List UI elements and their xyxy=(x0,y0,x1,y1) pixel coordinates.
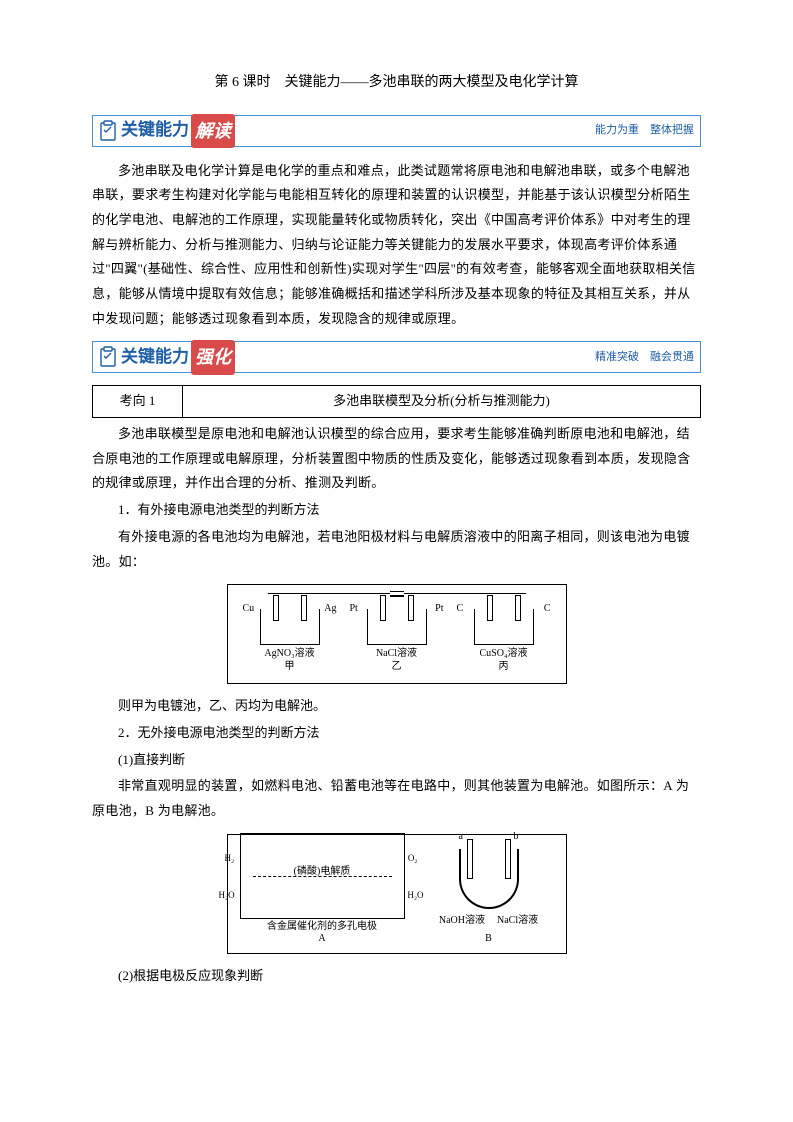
utube-top-b: b xyxy=(514,827,519,846)
beaker-icon: Pt Pt xyxy=(367,609,427,645)
sec2-heading: 2．无外接电源电池类型的判断方法 xyxy=(92,721,701,746)
fuel-h2o-left: H₂O xyxy=(219,887,235,904)
beaker-icon: Cu Ag xyxy=(260,609,320,645)
fuel-caption: 含金属催化剂的多孔电极 A xyxy=(267,921,377,945)
figure1-wrapper: Cu Ag AgNO₃溶液 甲 Pt Pt NaCl溶液 乙 xyxy=(92,584,701,684)
table-row: 考向 1 多池串联模型及分析(分析与推测能力) xyxy=(93,386,701,418)
header1-action: 解读 xyxy=(191,114,235,148)
header-box-strengthen: 关键能力 强化 精准突破 融会贯通 xyxy=(92,341,701,373)
header2-prefix: 关键能力 xyxy=(121,341,189,373)
header1-prefix: 关键能力 xyxy=(121,114,189,146)
electrode-right-0: Ag xyxy=(324,599,336,618)
figure1-cells: Cu Ag AgNO₃溶液 甲 Pt Pt NaCl溶液 乙 xyxy=(240,609,554,673)
intro-paragraph: 多池串联及电化学计算是电化学的重点和难点，此类试题常将原电池和电解池串联，或多个… xyxy=(92,159,701,332)
utube-right-label: NaCl溶液 xyxy=(497,911,538,930)
sec1-heading: 1．有外接电源电池类型的判断方法 xyxy=(92,498,701,523)
solution-label-1: NaCl溶液 乙 xyxy=(376,647,417,673)
figure1-cell-0: Cu Ag AgNO₃溶液 甲 xyxy=(240,609,340,673)
utube-caption: B xyxy=(485,932,492,945)
topic-table: 考向 1 多池串联模型及分析(分析与推测能力) xyxy=(92,385,701,418)
electrode-left-2: C xyxy=(457,599,464,618)
header1-sub: 能力为重 整体把握 xyxy=(595,120,694,141)
clipboard-icon xyxy=(99,346,117,368)
electrode-right-1: Pt xyxy=(435,599,443,618)
figure2-wrapper: H₂ O₂ H₂O H₂O (磷酸)电解质 含金属催化剂的多孔电极 A a b xyxy=(92,834,701,954)
electrode-left-1: Pt xyxy=(350,599,358,618)
section-intro: 多池串联模型是原电池和电解池认识模型的综合应用，要求考生能够准确判断原电池和电解… xyxy=(92,422,701,496)
sol0-l2: 甲 xyxy=(264,660,314,673)
sec2-sub2-label: (2)根据电极反应现象判断 xyxy=(92,964,701,989)
sol2-l2: 丙 xyxy=(480,660,528,673)
sol1-l1: NaCl溶液 xyxy=(376,647,417,660)
sec1-conclusion: 则甲为电镀池，乙、丙均为电解池。 xyxy=(92,694,701,719)
utube-top-a: a xyxy=(459,827,463,846)
sec2-sub1-text: 非常直观明显的装置，如燃料电池、铅蓄电池等在电路中，则其他装置为电解池。如图所示… xyxy=(92,774,701,823)
header2-sub: 精准突破 融会贯通 xyxy=(595,347,694,368)
utube-block: a b NaOH溶液 NaCl溶液 B xyxy=(424,849,554,945)
fuel-h2o-right: H₂O xyxy=(407,887,423,904)
solution-label-0: AgNO₃溶液 甲 xyxy=(264,647,314,673)
topic-left-cell: 考向 1 xyxy=(93,386,183,418)
topic-right-cell: 多池串联模型及分析(分析与推测能力) xyxy=(183,386,701,418)
utube-left-label: NaOH溶液 xyxy=(439,911,485,930)
fuel-h2: H₂ xyxy=(225,850,235,867)
fuel-caption-l2: A xyxy=(267,933,377,945)
figure2: H₂ O₂ H₂O H₂O (磷酸)电解质 含金属催化剂的多孔电极 A a b xyxy=(227,834,567,954)
fuel-caption-l1: 含金属催化剂的多孔电极 xyxy=(267,921,377,933)
solution-label-2: CuSO₄溶液 丙 xyxy=(480,647,528,673)
sec1-p1: 有外接电源的各电池均为电解池，若电池阳极材料与电解质溶液中的阳离子相同，则该电池… xyxy=(92,525,701,574)
fuel-cell-icon: H₂ O₂ H₂O H₂O (磷酸)电解质 xyxy=(240,833,405,919)
figure1-cell-1: Pt Pt NaCl溶液 乙 xyxy=(347,609,447,673)
sol0-l1: AgNO₃溶液 xyxy=(264,647,314,660)
figure1: Cu Ag AgNO₃溶液 甲 Pt Pt NaCl溶液 乙 xyxy=(227,584,567,684)
utube-labels: NaOH溶液 NaCl溶液 xyxy=(439,911,538,930)
clipboard-icon xyxy=(99,120,117,142)
figure1-cell-2: C C CuSO₄溶液 丙 xyxy=(454,609,554,673)
header-box-interpret: 关键能力 解读 能力为重 整体把握 xyxy=(92,115,701,147)
fuel-cell-block: H₂ O₂ H₂O H₂O (磷酸)电解质 含金属催化剂的多孔电极 A xyxy=(240,833,405,945)
electrode-left-0: Cu xyxy=(243,599,255,618)
beaker-icon: C C xyxy=(474,609,534,645)
electrode-right-2: C xyxy=(544,599,551,618)
sec2-sub1-label: (1)直接判断 xyxy=(92,748,701,773)
fuel-o2: O₂ xyxy=(408,850,418,867)
sol2-l1: CuSO₄溶液 xyxy=(480,647,528,660)
sol1-l2: 乙 xyxy=(376,660,417,673)
page-title: 第 6 课时 关键能力——多池串联的两大模型及电化学计算 xyxy=(92,70,701,97)
fuel-center-text: (磷酸)电解质 xyxy=(241,862,404,881)
header2-action: 强化 xyxy=(191,340,235,374)
utube-icon: a b xyxy=(459,849,519,909)
